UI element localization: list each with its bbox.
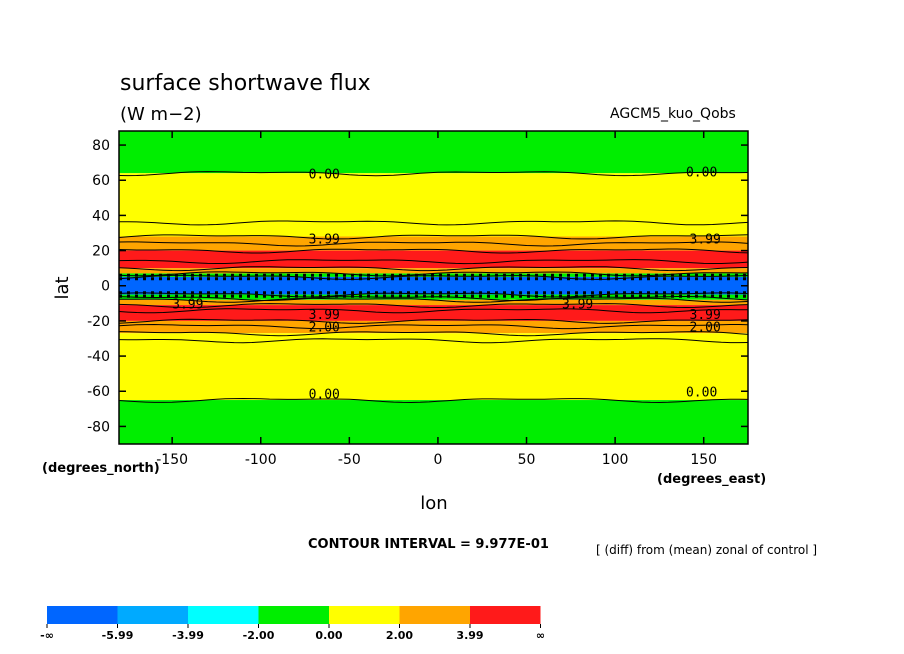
note-text: [ (diff) from (mean) zonal of control ] [596, 543, 817, 557]
contour-line-0 [118, 171, 749, 177]
x-tick-label-6: 150 [690, 452, 717, 468]
y-unit-label: (degrees_north) [42, 461, 160, 476]
band-1 [119, 173, 748, 237]
band-3 [119, 250, 748, 269]
band-0 [119, 131, 748, 174]
contour-line-4 [118, 259, 749, 265]
contour-label-3: 3.99 [690, 233, 721, 248]
x-tick-label-0: -150 [156, 452, 188, 468]
y-tick-label-5: -20 [87, 314, 110, 330]
heatmap-bands [119, 131, 748, 444]
y-tick-label-2: 40 [92, 208, 110, 224]
contour-line-2 [118, 241, 749, 247]
legend-label-7: ∞ [536, 629, 545, 642]
y-tick-label-1: 60 [92, 173, 110, 189]
contour-line-16 [118, 338, 749, 344]
x-axis-title: lon [420, 493, 447, 514]
contour-label-4: 3.99 [172, 298, 203, 313]
y-tick-label-3: 20 [92, 244, 110, 260]
x-tick-label-1: -100 [245, 452, 277, 468]
y-tick-label-6: -40 [87, 349, 110, 365]
plot-frame [118, 130, 749, 445]
legend-swatch-5 [399, 606, 470, 624]
contour-label-6: 3.99 [309, 308, 340, 323]
contour-line-14 [118, 323, 749, 330]
x-unit-label: (degrees_east) [657, 472, 766, 487]
band-10 [119, 320, 748, 334]
contour-label-8: 2.00 [309, 320, 340, 335]
y-tick-label-7: -60 [87, 384, 110, 400]
band-6 [119, 276, 748, 295]
legend-swatch-1 [117, 606, 188, 624]
y-tick-label-8: -80 [87, 419, 110, 435]
legend-label-2: -3.99 [172, 629, 204, 642]
contour-label-7: 3.99 [690, 308, 721, 323]
legend-swatch-2 [188, 606, 259, 624]
y-tick-label-0: 80 [92, 138, 110, 154]
contour-label-1: 0.00 [686, 166, 717, 181]
run-label: AGCM5_kuo_Qobs [610, 106, 736, 122]
x-tick-label-3: 0 [433, 452, 442, 468]
contour-label-5: 3.99 [562, 298, 593, 313]
contour-line-3 [118, 248, 749, 254]
contour-label-0: 0.00 [309, 167, 340, 182]
x-tick-label-4: 50 [518, 452, 536, 468]
y-axis-title: lat [52, 276, 73, 299]
legend-label-0: -∞ [40, 629, 54, 642]
legend-label-6: 3.99 [456, 629, 483, 642]
band-2 [119, 236, 748, 251]
y-axis-ticks: 80 60 40 20 0 -20 -40 -60 -80 [87, 138, 748, 435]
band-12 [119, 400, 748, 444]
legend-label-3: -2.00 [243, 629, 275, 642]
contour-label-11: 0.00 [686, 386, 717, 401]
legend-label-1: -5.99 [102, 629, 134, 642]
contour-label-9: 2.00 [690, 320, 721, 335]
contour-line-1 [118, 234, 749, 240]
color-legend: -∞ -5.99 -3.99 -2.00 0.00 2.00 3.99 ∞ [40, 606, 545, 642]
x-tick-label-2: -50 [338, 452, 361, 468]
contour-line-18 [118, 397, 749, 404]
contour-label-2: 3.99 [309, 233, 340, 248]
contour-interval-text: CONTOUR INTERVAL = 9.977E-01 [308, 537, 549, 552]
legend-label-4: 0.00 [315, 629, 342, 642]
contour-line-5 [118, 266, 749, 272]
contour-line-10 [118, 297, 749, 303]
legend-swatch-3 [258, 606, 329, 624]
band-8 [119, 299, 748, 306]
chart-title: surface shortwave flux [120, 71, 371, 96]
legend-label-5: 2.00 [386, 629, 413, 642]
contour-line-17 [119, 220, 749, 226]
contour-line-12 [118, 308, 749, 314]
legend-swatch-4 [329, 606, 400, 624]
contour-line-11 [118, 303, 749, 309]
band-9 [119, 305, 748, 321]
band-11 [119, 333, 748, 401]
units-label: (W m−2) [120, 104, 202, 125]
contour-line-15 [118, 331, 749, 337]
contour-lines [118, 171, 749, 404]
legend-swatch-6 [470, 606, 541, 624]
y-tick-label-4: 0 [101, 279, 110, 295]
x-tick-label-5: 100 [602, 452, 629, 468]
contour-label-10: 0.00 [309, 387, 340, 402]
contour-line-6 [118, 271, 748, 277]
contour-line-13 [118, 318, 749, 324]
x-axis-ticks: -150 -100 -50 0 50 100 150 [156, 131, 717, 468]
contour-labels: 0.00 0.003.99 3.993.99 3.993.99 3.992.00 2.00… [172, 166, 721, 403]
legend-swatch-0 [47, 606, 118, 624]
